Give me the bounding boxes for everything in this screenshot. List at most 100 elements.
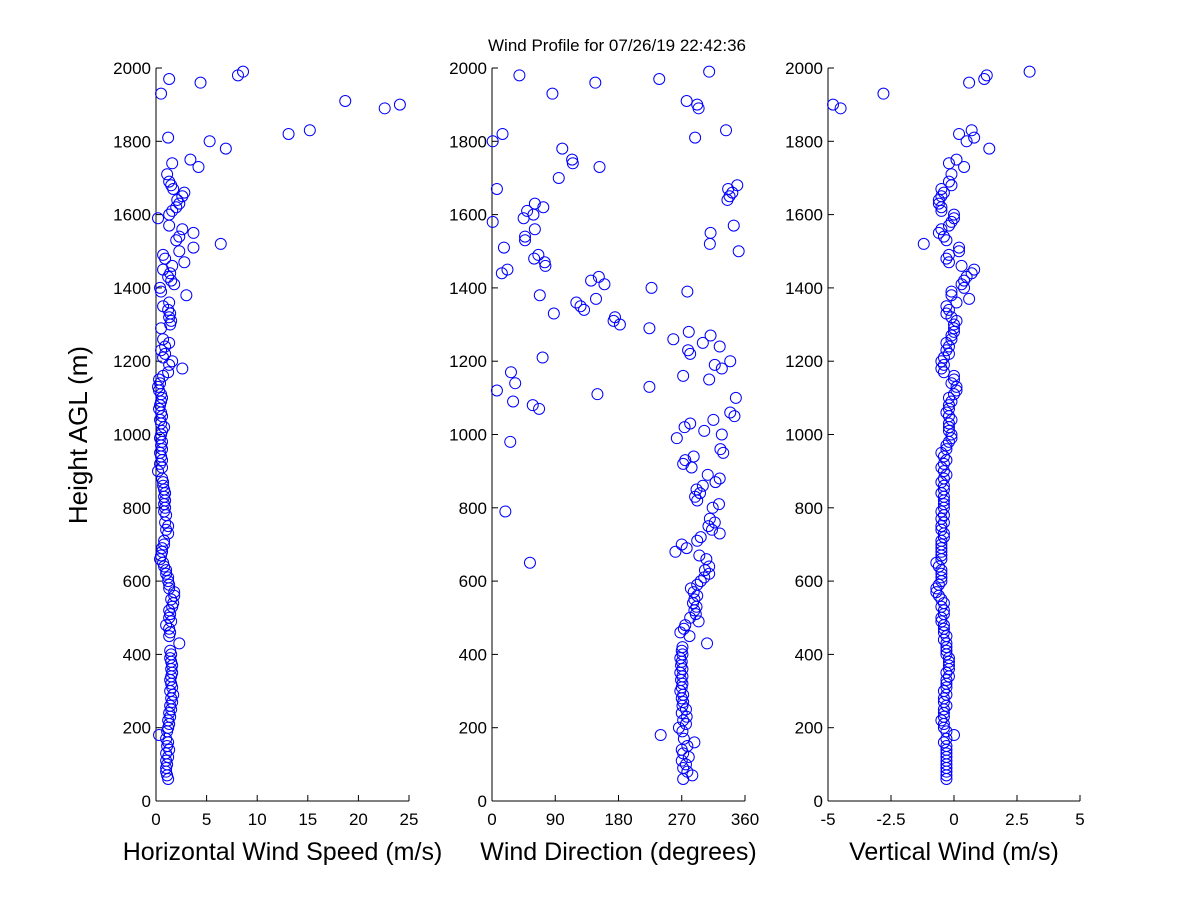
data-point	[827, 98, 840, 111]
data-point	[679, 718, 692, 731]
y-tick-label: 1400	[449, 279, 487, 298]
data-point	[940, 740, 953, 753]
data-point	[158, 538, 171, 551]
data-point	[940, 300, 953, 313]
data-point	[677, 732, 690, 745]
data-point	[932, 578, 945, 591]
data-point	[168, 278, 181, 291]
data-point	[935, 593, 948, 606]
data-point	[694, 575, 707, 588]
data-point	[945, 289, 958, 302]
data-point	[948, 322, 960, 335]
data-point	[528, 223, 541, 236]
data-point	[282, 127, 295, 140]
data-point	[528, 197, 541, 210]
data-point	[932, 226, 945, 239]
x-tick-label: 5	[202, 810, 211, 829]
data-point	[153, 729, 166, 742]
data-point	[723, 190, 736, 203]
data-point	[948, 318, 960, 331]
data-point	[173, 230, 186, 243]
data-point	[940, 630, 953, 643]
data-point	[940, 252, 953, 265]
data-point	[1023, 65, 1036, 78]
data-point	[968, 263, 981, 276]
data-point	[727, 219, 740, 232]
data-point	[676, 648, 689, 661]
data-point	[166, 259, 179, 272]
data-point	[219, 142, 232, 155]
data-point	[163, 72, 176, 85]
y-tick-label: 1800	[113, 132, 151, 151]
data-point	[963, 76, 976, 89]
data-point	[170, 201, 183, 214]
x-tick-label: 270	[668, 810, 696, 829]
x-axis-label: Wind Direction (degrees)	[480, 838, 757, 866]
data-point	[504, 435, 517, 448]
data-point	[669, 545, 682, 558]
data-point	[937, 472, 950, 485]
data-point	[937, 465, 950, 478]
data-point	[519, 230, 532, 243]
data-point	[163, 358, 176, 371]
data-point	[687, 586, 700, 599]
data-point	[940, 637, 953, 650]
data-point	[935, 190, 948, 203]
data-point	[942, 303, 955, 316]
data-point	[965, 124, 978, 137]
data-point	[955, 259, 968, 272]
data-point	[706, 501, 719, 514]
data-point	[935, 571, 948, 584]
data-point	[937, 358, 950, 371]
data-point	[715, 362, 728, 375]
data-point	[691, 534, 704, 547]
data-point	[677, 762, 690, 775]
data-point	[682, 344, 695, 357]
data-point	[672, 721, 685, 734]
y-tick-label: 400	[795, 645, 823, 664]
x-tick-label: 0	[949, 810, 958, 829]
data-point	[677, 457, 690, 470]
y-tick-label: 1600	[113, 206, 151, 225]
data-point	[194, 76, 207, 89]
data-point	[935, 600, 948, 613]
data-point	[591, 388, 604, 401]
x-tick-label: 15	[298, 810, 317, 829]
data-point	[166, 204, 179, 217]
data-point	[393, 98, 406, 111]
data-point	[163, 208, 176, 221]
data-point	[945, 285, 958, 298]
data-point	[501, 263, 514, 276]
data-point	[585, 274, 598, 287]
y-tick-label: 200	[459, 719, 487, 738]
data-point	[703, 65, 716, 78]
data-point	[677, 369, 690, 382]
data-point	[689, 131, 702, 144]
data-point	[978, 72, 991, 85]
y-tick-label: 600	[795, 572, 823, 591]
data-point	[704, 226, 717, 239]
data-point	[160, 567, 173, 580]
x-tick-label: 360	[731, 810, 759, 829]
data-point	[940, 732, 953, 745]
x-tick-label: -2.5	[876, 810, 905, 829]
data-point	[486, 135, 499, 148]
y-tick-label: 1200	[449, 352, 487, 371]
data-point	[178, 256, 191, 269]
data-point	[162, 773, 175, 786]
y-tick-label: 1600	[785, 206, 823, 225]
data-point	[960, 135, 973, 148]
data-point	[681, 740, 694, 753]
data-point	[940, 234, 953, 247]
data-point	[940, 468, 953, 481]
figure-title: Wind Profile for 07/26/19 22:42:36	[488, 36, 746, 55]
data-point	[688, 736, 701, 749]
data-point	[714, 443, 727, 456]
data-point	[940, 344, 953, 357]
data-point	[937, 626, 950, 639]
data-point	[950, 296, 963, 309]
data-point	[937, 531, 950, 544]
x-tick-label: 0	[487, 810, 496, 829]
y-tick-label: 400	[123, 645, 151, 664]
data-point	[532, 248, 545, 261]
